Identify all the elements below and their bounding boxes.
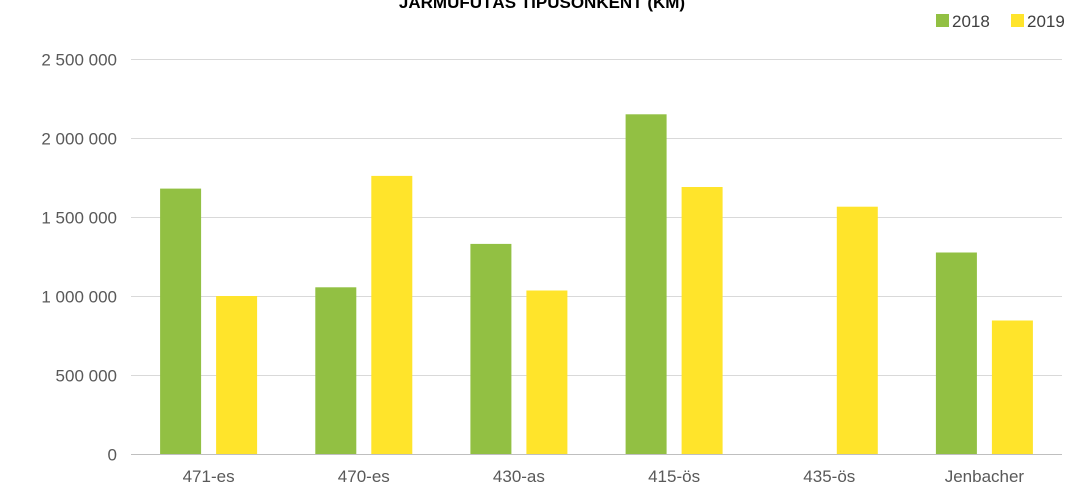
y-tick-label: 2 000 000 [41,130,117,149]
gridlines [131,59,1062,455]
y-tick-label: 0 [108,446,117,465]
bar-2019-435-ös [836,206,878,454]
x-tick-label: 435-ös [803,467,855,486]
x-tick-label: 430-as [493,467,545,486]
legend-label-2019: 2019 [1027,12,1065,31]
bar-2018-415-ös [625,114,667,455]
bar-2018-Jenbacher [935,252,977,454]
x-axis-tick-labels: 471-es 470-es 430-as 415-ös 435-ös Jenbacher [183,467,1025,486]
x-tick-label: 415-ös [648,467,700,486]
chart-title: JÁRMŰFUTÁS TÍPUSONKÉNT (KM) [399,0,685,12]
y-tick-label: 1 500 000 [41,209,117,228]
bar-2018-430-as [470,243,512,454]
x-tick-label: 470-es [338,467,390,486]
bar-2019-470-es [371,175,413,454]
bar-2019-430-as [526,290,568,454]
x-tick-label: 471-es [183,467,235,486]
bar-2019-471-es [216,296,258,454]
legend-swatch-2018 [936,14,949,27]
bar-2018-471-es [160,188,202,454]
bar-2018-470-es [315,287,357,454]
y-tick-label: 1 000 000 [41,288,117,307]
y-tick-label: 500 000 [56,367,117,386]
y-tick-label: 2 500 000 [41,51,117,70]
y-axis-tick-labels: 0 500 000 1 000 000 1 500 000 2 000 000 2 500… [41,51,117,465]
legend-label-2018: 2018 [952,12,990,31]
legend: 2019 2018 [936,12,1065,31]
legend-swatch-2019 [1011,14,1024,27]
bar-2019-Jenbacher [991,320,1033,454]
bars [160,114,1033,455]
bar-2019-415-ös [681,187,723,454]
x-tick-label: Jenbacher [945,467,1025,486]
